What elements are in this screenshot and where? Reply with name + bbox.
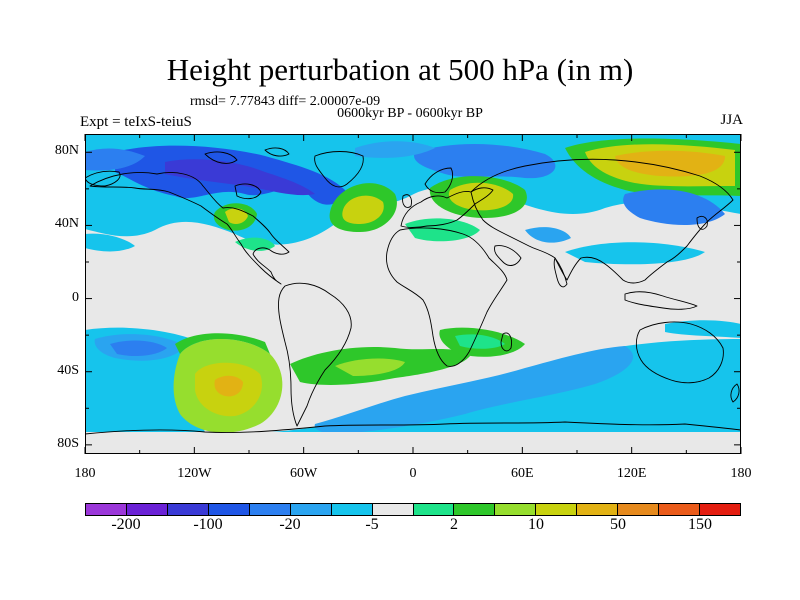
contour-asia-deep-yellow: [615, 150, 725, 177]
colorbar-box: [536, 504, 578, 515]
period-label: 0600kyr BP - 0600kyr BP: [337, 106, 483, 121]
contour-nwpacific-cyan: [565, 242, 705, 265]
coast-australia: [635, 321, 724, 384]
contour-pacific-arctic-blue: [85, 148, 145, 171]
contour-antarctic-cyan: [85, 432, 741, 454]
map-panel: [85, 134, 741, 454]
experiment-label: Expt = teIxS-teiuS: [80, 114, 192, 130]
contour-pacific-green: [235, 237, 275, 251]
colorbar-box: [577, 504, 619, 515]
colorbar-label: -200: [111, 516, 141, 533]
coast-india: [553, 257, 568, 288]
colorbar-box: [167, 504, 209, 515]
colorbar-box: [126, 504, 168, 515]
colorbar-box: [290, 504, 332, 515]
colorbar-box: [413, 504, 455, 515]
lon-label: 60W: [290, 466, 318, 481]
colorbar-label: -5: [365, 516, 379, 533]
plot-title: Height perturbation at 500 hPa (in m): [166, 52, 634, 87]
contour-atlantic-yellow: [342, 195, 384, 224]
rmsd-stats: rmsd= 7.77843 diff= 2.00007e-09: [190, 94, 381, 109]
lat-label: 0: [72, 289, 79, 305]
coast-scandinavia: [424, 167, 454, 194]
contour-eastpac-cyan: [85, 233, 135, 252]
coast-antarctica: [85, 421, 741, 435]
coast-madagascar: [500, 332, 512, 352]
contour-swpacific-core: [214, 375, 243, 397]
coast-uk: [402, 194, 412, 208]
lon-label: 120E: [616, 466, 647, 481]
coast-africa: [386, 227, 508, 367]
lon-label: 180: [74, 466, 96, 481]
lat-label: 80S: [57, 435, 79, 451]
colorbar-box: [700, 504, 740, 515]
coast-south-america: [278, 282, 352, 427]
contour-africa-green: [405, 218, 480, 242]
colorbar-label: 2: [450, 516, 458, 533]
colorbar-box: [495, 504, 537, 515]
coast-north-america: [89, 172, 290, 285]
contour-usa-yellow: [225, 208, 248, 224]
lat-label: 40N: [54, 216, 79, 232]
colorbar-box: [249, 504, 291, 515]
coast-arabia: [494, 245, 522, 266]
contour-indian-lightgreen: [455, 334, 505, 349]
lat-label: 40S: [57, 362, 79, 378]
colorbar-box: [86, 504, 127, 515]
contour-nwpacific-blue: [623, 189, 725, 225]
colorbar-label: 50: [610, 516, 626, 533]
colorbar-label: -20: [279, 516, 301, 533]
lon-label: 60E: [511, 466, 534, 481]
coast-greenland: [314, 151, 364, 188]
colorbar-box: [331, 504, 373, 515]
contour-arctic-blue: [355, 141, 435, 158]
contour-satl-yellow: [335, 358, 405, 376]
colorbar-box: [618, 504, 660, 515]
contour-south-darkblue-core: [110, 340, 167, 356]
coast-europe: [400, 187, 494, 228]
contour-india-blue: [525, 227, 571, 243]
colorbar: [85, 503, 741, 516]
coast-alaska: [85, 170, 121, 187]
lon-label: 0: [409, 466, 417, 481]
colorbar-box: [208, 504, 250, 515]
northern-field: [85, 134, 741, 265]
lon-label: 120W: [177, 466, 212, 481]
coast-hudson-bay: [234, 183, 262, 200]
lon-label: 180: [730, 466, 752, 481]
coast-new-zealand: [730, 383, 740, 403]
coast-japan: [696, 215, 708, 230]
colorbar-label: -100: [193, 516, 223, 533]
coast-indonesia: [624, 291, 698, 310]
contour-south-blue: [314, 346, 634, 434]
contour-swpacific-green-outer: [175, 333, 270, 354]
colorbar-box: [454, 504, 496, 515]
coastlines: [85, 147, 741, 435]
colorbar-label: 10: [528, 516, 544, 533]
contour-siberia-blue: [414, 143, 556, 179]
colorbar-box: [659, 504, 701, 515]
coast-asia: [470, 158, 734, 284]
coast-arctic-islands: [204, 147, 290, 164]
contour-north-america-darkblue: [165, 159, 315, 196]
colorbar-label: 150: [688, 516, 712, 533]
colorbar-box: [372, 504, 414, 515]
contour-europe-yellow: [448, 182, 514, 211]
lat-label: 80N: [54, 143, 79, 159]
season-label: JJA: [720, 112, 743, 128]
